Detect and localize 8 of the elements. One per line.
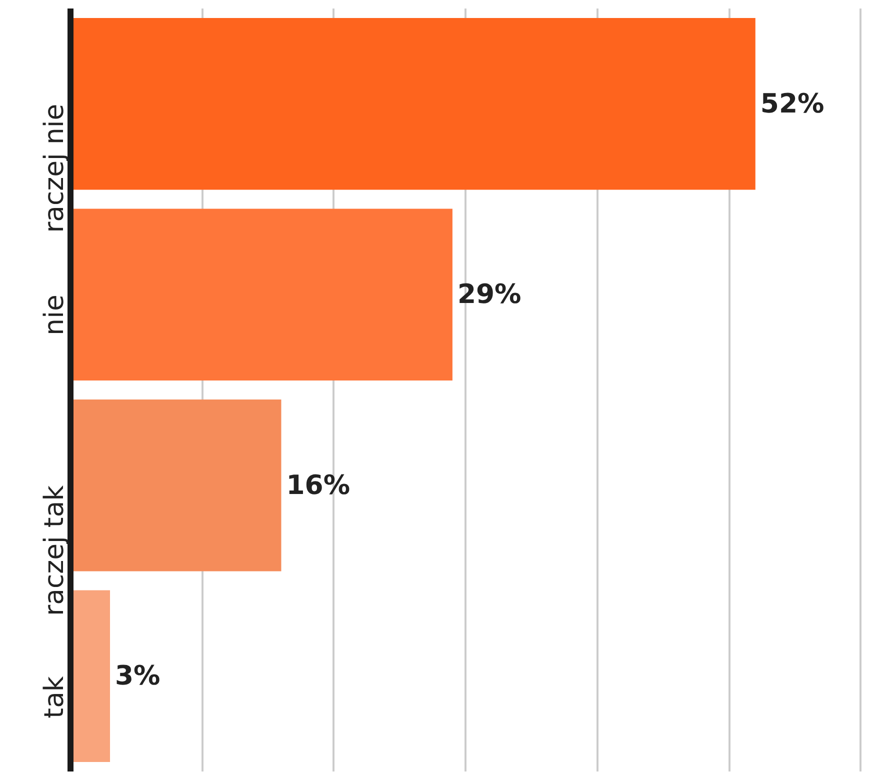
y-tick-label: raczej tak bbox=[39, 484, 70, 616]
y-tick-label: raczej nie bbox=[39, 104, 70, 233]
data-label: 52% bbox=[760, 88, 824, 120]
data-label: 3% bbox=[115, 660, 160, 692]
data-label: 29% bbox=[457, 279, 522, 310]
y-tick-label: nie bbox=[39, 294, 70, 336]
y-tick-label: tak bbox=[39, 676, 70, 718]
data-label: 16% bbox=[286, 470, 350, 501]
